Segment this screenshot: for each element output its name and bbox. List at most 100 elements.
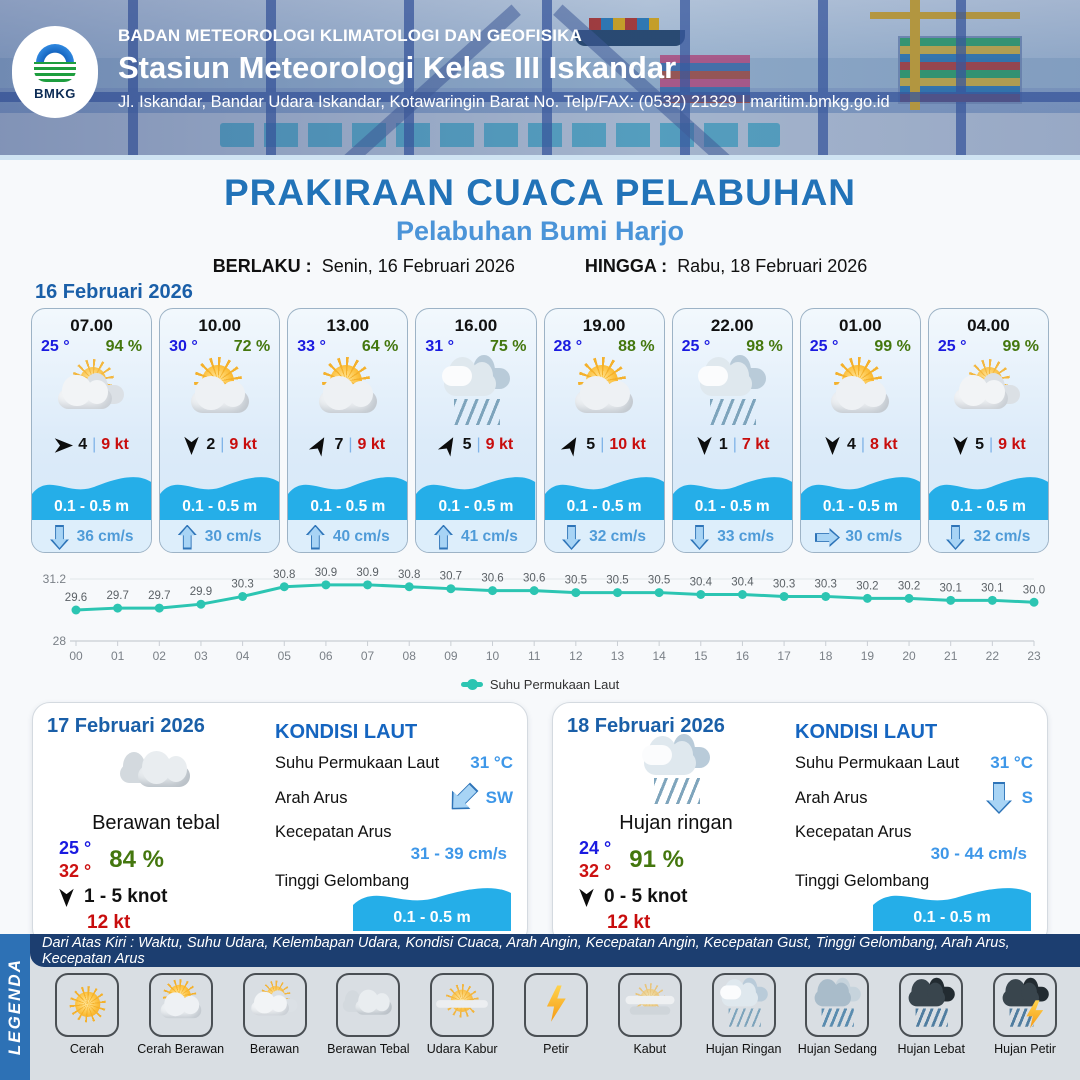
svg-text:23: 23 bbox=[1027, 649, 1041, 663]
bmkg-logo-arc bbox=[36, 43, 74, 64]
weather-icon-hujan-lebat bbox=[902, 977, 961, 1030]
wind-gust-separator: | bbox=[600, 436, 605, 453]
forecast-time: 13.00 bbox=[326, 316, 370, 335]
svg-text:30.3: 30.3 bbox=[815, 578, 837, 590]
svg-text:16: 16 bbox=[736, 649, 750, 663]
weather-icon-part-cf bbox=[908, 979, 946, 1007]
daily-card-right: KONDISI LAUT Suhu Permukaan Laut 31 °C Arah… bbox=[785, 715, 1033, 933]
svg-text:30.5: 30.5 bbox=[565, 575, 587, 587]
forecast-card: 04.00 25 ° 99 % 5 | 9 kt 0.1 - 0.5 m 32 cm/s bbox=[927, 308, 1049, 553]
bmkg-logo: BMKG bbox=[12, 26, 98, 118]
berlaku: BERLAKU : Senin, 16 Februari 2026 bbox=[213, 256, 515, 277]
weather-icon-box bbox=[545, 356, 664, 432]
svg-text:01: 01 bbox=[111, 649, 125, 663]
current-direction-row: Arah Arus S bbox=[795, 782, 1033, 814]
wave-height-band: 0.1 - 0.5 m bbox=[160, 464, 280, 520]
wave-height: 0.1 - 0.5 m bbox=[438, 498, 514, 515]
svg-text:30.8: 30.8 bbox=[398, 569, 420, 581]
daily-gust: 12 kt bbox=[87, 912, 131, 933]
daily-weather-icon-box bbox=[47, 738, 265, 816]
sst-label: Suhu Permukaan Laut bbox=[795, 753, 960, 772]
current-speed: 30 cm/s bbox=[845, 528, 903, 545]
hingga-value: Rabu, 18 Februari 2026 bbox=[677, 256, 868, 276]
current-direction-icon bbox=[442, 777, 483, 818]
air-temperature: 31 ° bbox=[425, 338, 455, 355]
weather-icon-hujan-ringan bbox=[634, 733, 718, 808]
svg-text:30.9: 30.9 bbox=[356, 567, 378, 579]
svg-text:05: 05 bbox=[278, 649, 292, 663]
wind-direction-icon bbox=[951, 436, 970, 455]
forecast-time: 19.00 bbox=[582, 316, 626, 335]
current-speed: 33 cm/s bbox=[717, 528, 775, 545]
legend-item-label: Kabut bbox=[633, 1042, 667, 1056]
wind-speed: 5 bbox=[586, 436, 596, 453]
svg-text:29.7: 29.7 bbox=[148, 590, 170, 602]
weather-icon-box bbox=[801, 356, 920, 432]
wind-gust-separator: | bbox=[476, 436, 481, 453]
arrow-fill bbox=[307, 526, 323, 548]
legend-item-label: Udara Kabur bbox=[426, 1042, 498, 1056]
svg-text:30.5: 30.5 bbox=[648, 575, 670, 587]
daily-gust: 12 kt bbox=[607, 912, 651, 933]
weather-icon-cerah-berawan bbox=[818, 357, 902, 429]
bmkg-logo-stripes bbox=[34, 61, 76, 82]
forecast-card: 16.00 31 ° 75 % 5 | 9 kt 0.1 - 0.5 m 41 cm/s bbox=[415, 308, 537, 553]
humidity: 88 % bbox=[618, 338, 655, 355]
legend-icon-box bbox=[617, 973, 682, 1037]
wind-direction-icon bbox=[823, 436, 842, 455]
gust-speed: 9 kt bbox=[357, 436, 386, 453]
org-name: BADAN METEOROLOGI KLIMATOLOGI DAN GEOFIS… bbox=[118, 26, 583, 45]
wave-height-band: 0.1 - 0.5 m bbox=[32, 464, 152, 520]
weather-icon-part-cf bbox=[57, 374, 112, 409]
wind-direction-icon bbox=[695, 436, 714, 455]
svg-text:10: 10 bbox=[486, 649, 500, 663]
sst-chart-panel: 31.2 28 29.6 00 29.7 01 29.7 02 29.9 03 30.3 04 30.8… bbox=[0, 553, 1080, 694]
legend-icon-box bbox=[54, 973, 119, 1037]
daily-temps-row: 24 ° 32 ° 91 % bbox=[579, 837, 785, 882]
legend-item-label: Berawan Tebal bbox=[327, 1042, 410, 1056]
weather-icon-berawan bbox=[946, 359, 1030, 429]
weather-icon-part-rn bbox=[1009, 1008, 1034, 1027]
daily-cards-row: 17 Februari 2026 Berawan tebal 25 ° 32 ° 84 … bbox=[0, 694, 1080, 946]
current-speed: 32 cm/s bbox=[589, 528, 646, 545]
weather-icon-box bbox=[416, 354, 535, 432]
svg-text:04: 04 bbox=[236, 649, 250, 663]
forecast-card: 10.00 30 ° 72 % 2 | 9 kt 0.1 - 0.5 m 30 cm/s bbox=[159, 308, 281, 553]
temp-humidity-row: 33 ° 64 % bbox=[288, 336, 407, 356]
kecepatan-arus-label: Kecepatan Arus bbox=[275, 823, 392, 841]
kecepatan-arus-value: 30 - 44 cm/s bbox=[930, 844, 1027, 863]
weather-icon-cerah-berawan bbox=[151, 979, 210, 1030]
legend-item-label: Hujan Lebat bbox=[897, 1042, 965, 1056]
svg-text:20: 20 bbox=[902, 649, 916, 663]
gust-speed: 9 kt bbox=[101, 436, 129, 453]
svg-text:09: 09 bbox=[444, 649, 458, 663]
humidity: 72 % bbox=[233, 338, 271, 355]
weather-icon-cerah-berawan bbox=[306, 357, 390, 429]
wind-speed: 4 bbox=[846, 436, 856, 453]
legend-icon-box bbox=[242, 973, 307, 1037]
weather-icon-part-cf bbox=[190, 375, 249, 413]
legend-item-petir: Petir bbox=[509, 973, 603, 1056]
forecast-time: 04.00 bbox=[967, 316, 1010, 335]
daily-humidity: 91 % bbox=[629, 845, 684, 873]
svg-text:29.6: 29.6 bbox=[65, 592, 87, 604]
svg-text:30.2: 30.2 bbox=[898, 580, 920, 592]
gust-speed: 9 kt bbox=[229, 436, 257, 453]
weather-icon-box bbox=[160, 356, 279, 432]
sst-row: Suhu Permukaan Laut 31 °C bbox=[795, 753, 1033, 773]
wind-speed: 5 bbox=[975, 436, 985, 453]
arah-arus-value: S bbox=[986, 782, 1033, 814]
legend-item-label: Hujan Petir bbox=[994, 1042, 1056, 1056]
svg-text:31.2: 31.2 bbox=[43, 572, 67, 586]
current-direction-icon bbox=[433, 524, 453, 550]
arrow-fill bbox=[179, 526, 195, 548]
weather-icon-part-cw bbox=[642, 745, 672, 765]
wind-gust-separator: | bbox=[348, 436, 353, 453]
daily-humidity: 84 % bbox=[109, 845, 164, 873]
svg-text:30.6: 30.6 bbox=[523, 573, 545, 585]
legend-icon-box bbox=[523, 973, 588, 1037]
svg-text:30.3: 30.3 bbox=[773, 578, 795, 590]
svg-text:29.9: 29.9 bbox=[190, 586, 212, 598]
weather-icon-udara-kabur bbox=[433, 981, 492, 1030]
arrow-fill bbox=[445, 780, 480, 815]
